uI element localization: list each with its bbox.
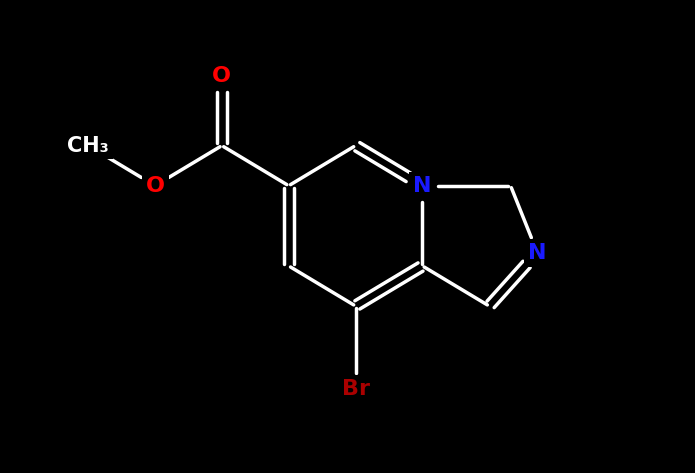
Text: CH₃: CH₃: [67, 136, 109, 156]
Text: N: N: [413, 175, 432, 196]
Text: Br: Br: [341, 379, 370, 399]
Text: O: O: [145, 175, 165, 196]
Text: N: N: [528, 243, 546, 263]
Text: O: O: [213, 66, 231, 86]
